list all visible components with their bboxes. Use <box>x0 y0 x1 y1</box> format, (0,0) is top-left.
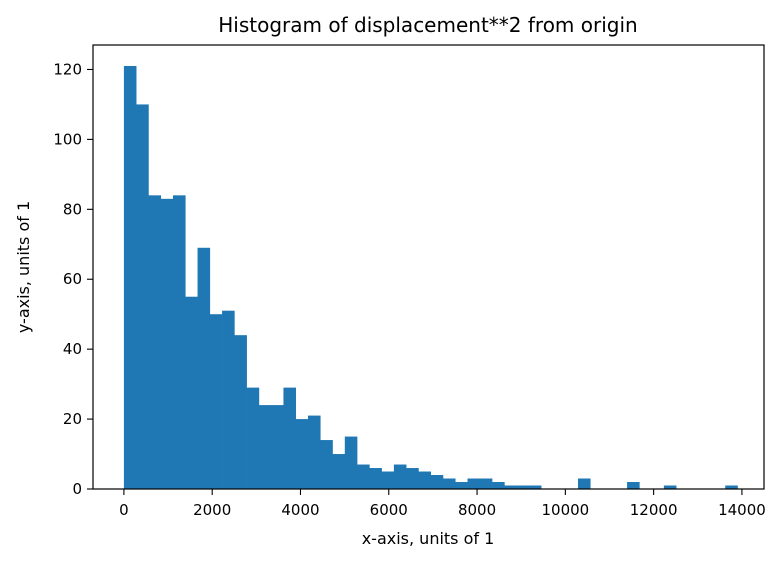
histogram-bar <box>479 478 493 489</box>
y-tick-label: 80 <box>63 200 82 218</box>
histogram-bar <box>430 475 444 489</box>
histogram-bar <box>418 471 432 489</box>
plot-area-frame <box>92 44 765 490</box>
histogram-bar <box>492 482 505 489</box>
histogram-bar <box>185 296 198 489</box>
chart-title: Histogram of displacement**2 from origin <box>218 13 637 37</box>
histogram-bar <box>369 468 382 489</box>
histogram-bar <box>222 310 235 489</box>
histogram-bar <box>160 198 174 489</box>
histogram-bar <box>320 440 333 489</box>
y-tick-label: 40 <box>63 340 82 358</box>
histogram-bar <box>406 468 419 489</box>
y-axis-ticks: 0 20 40 60 80 100 120 <box>53 60 93 498</box>
bars-layer <box>123 65 738 490</box>
histogram-bar <box>393 464 407 489</box>
histogram-bar <box>528 485 542 489</box>
histogram-bar <box>148 195 162 490</box>
histogram-bar <box>344 436 358 489</box>
histogram-bar <box>516 485 530 489</box>
x-tick-label: 4000 <box>281 501 319 519</box>
histogram-bar <box>357 464 370 489</box>
histogram-bar <box>627 482 640 489</box>
histogram-bar <box>455 482 468 489</box>
x-tick-label: 12000 <box>630 501 678 519</box>
histogram-bar <box>209 314 223 489</box>
histogram-bar <box>246 387 260 489</box>
histogram-bar <box>197 247 211 489</box>
x-tick-label: 14000 <box>718 501 766 519</box>
y-tick-label: 60 <box>63 270 82 288</box>
histogram-bar <box>725 485 738 489</box>
histogram-bar <box>283 387 297 489</box>
histogram-bar <box>381 471 395 489</box>
x-tick-label: 0 <box>119 501 129 519</box>
histogram-bar <box>577 478 591 489</box>
histogram-bar <box>258 405 272 489</box>
histogram-bar <box>295 419 309 489</box>
histogram-bar <box>467 478 481 489</box>
y-tick-label: 120 <box>53 60 82 78</box>
histogram-bar <box>332 454 346 489</box>
y-tick-label: 20 <box>63 410 82 428</box>
x-tick-label: 10000 <box>541 501 589 519</box>
x-axis-label: x-axis, units of 1 <box>362 529 495 548</box>
histogram-bar <box>172 195 186 490</box>
histogram-bar <box>123 65 137 489</box>
y-tick-label: 100 <box>53 130 82 148</box>
y-tick-label: 0 <box>72 480 82 498</box>
x-axis-ticks: 0 2000 4000 6000 8000 10000 12000 14000 <box>119 489 766 519</box>
histogram-bar <box>442 478 456 489</box>
histogram-bar <box>136 104 149 489</box>
x-tick-label: 2000 <box>193 501 231 519</box>
histogram-bar <box>271 405 284 489</box>
x-tick-label: 8000 <box>458 501 496 519</box>
histogram-bar <box>663 485 677 489</box>
histogram-bar <box>234 335 247 489</box>
histogram-bar <box>307 415 321 489</box>
y-axis-label: y-axis, units of 1 <box>14 201 33 333</box>
histogram-bar <box>504 485 517 489</box>
x-tick-label: 6000 <box>370 501 408 519</box>
